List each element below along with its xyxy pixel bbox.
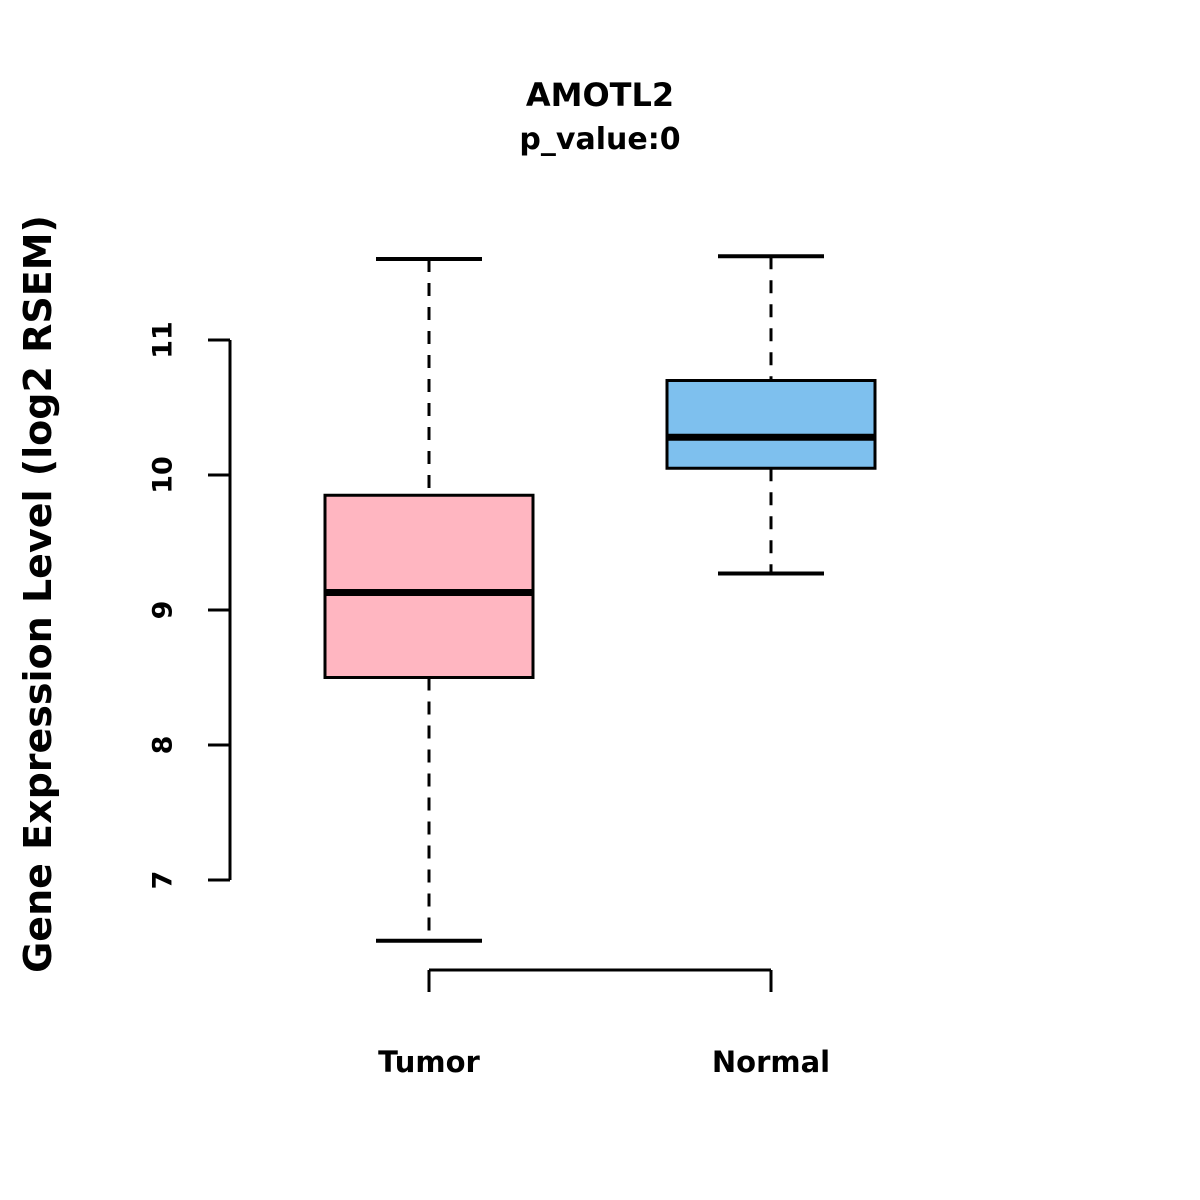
y-tick-label: 8 (147, 735, 179, 755)
y-axis-title: Gene Expression Level (log2 RSEM) (16, 215, 60, 973)
chart-title: AMOTL2 (525, 76, 675, 114)
category-label-normal: Normal (711, 1045, 831, 1079)
y-tick-label: 11 (147, 321, 179, 359)
category-label-tumor: Tumor (378, 1045, 480, 1079)
y-tick-label: 9 (147, 600, 179, 620)
box-tumor (323, 493, 535, 679)
box-normal (665, 379, 877, 470)
y-tick-label: 7 (147, 870, 179, 890)
y-tick-label: 10 (147, 456, 179, 494)
chart-subtitle: p_value:0 (519, 122, 681, 157)
